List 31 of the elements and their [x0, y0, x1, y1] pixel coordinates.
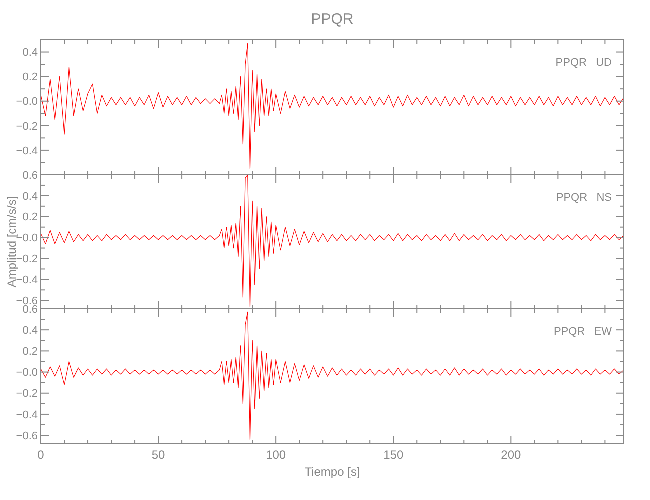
y-tick-label: 0.4 — [22, 324, 38, 337]
y-tick-label: 0.4 — [22, 47, 38, 60]
y-tick-label: −0.6 — [16, 430, 38, 442]
y-tick-label: 0.2 — [22, 72, 38, 84]
annotation: PPQR UD — [556, 57, 612, 69]
y-tick-label: −0.0 — [16, 96, 38, 108]
line-series — [40, 43, 624, 170]
y-tick-label: 0.6 — [22, 170, 38, 182]
y-tick-label: −0.2 — [16, 120, 38, 133]
y-tick-label: −0.4 — [16, 409, 38, 422]
annotation: PPQR NS — [556, 192, 612, 204]
x-tick-label: 0 — [38, 448, 45, 462]
annotation: PPQR EW — [554, 326, 613, 338]
x-axis-title: Tiempo [s] — [304, 465, 360, 479]
x-tick-label: 200 — [501, 448, 522, 462]
y-tick-label: 0.4 — [22, 190, 38, 203]
chart-title: PPQR — [311, 11, 354, 28]
line-series — [40, 312, 624, 440]
x-tick-label: 100 — [266, 448, 286, 462]
y-tick-label: −0.4 — [16, 145, 38, 158]
y-tick-label: −0.0 — [16, 232, 38, 245]
x-tick-label: 50 — [152, 448, 166, 462]
y-tick-label: 0.2 — [22, 346, 38, 358]
x-tick-label: 150 — [384, 448, 404, 462]
y-tick-label: −0.0 — [16, 367, 38, 380]
y-axis-title: Amplitud [cm/s/s] — [5, 196, 19, 288]
y-tick-label: −0.4 — [16, 274, 38, 287]
y-tick-label: 0.2 — [22, 212, 38, 224]
y-tick-label: −0.2 — [16, 388, 38, 400]
y-tick-label: −0.2 — [16, 254, 38, 266]
y-tick-label: 0.6 — [22, 304, 38, 316]
